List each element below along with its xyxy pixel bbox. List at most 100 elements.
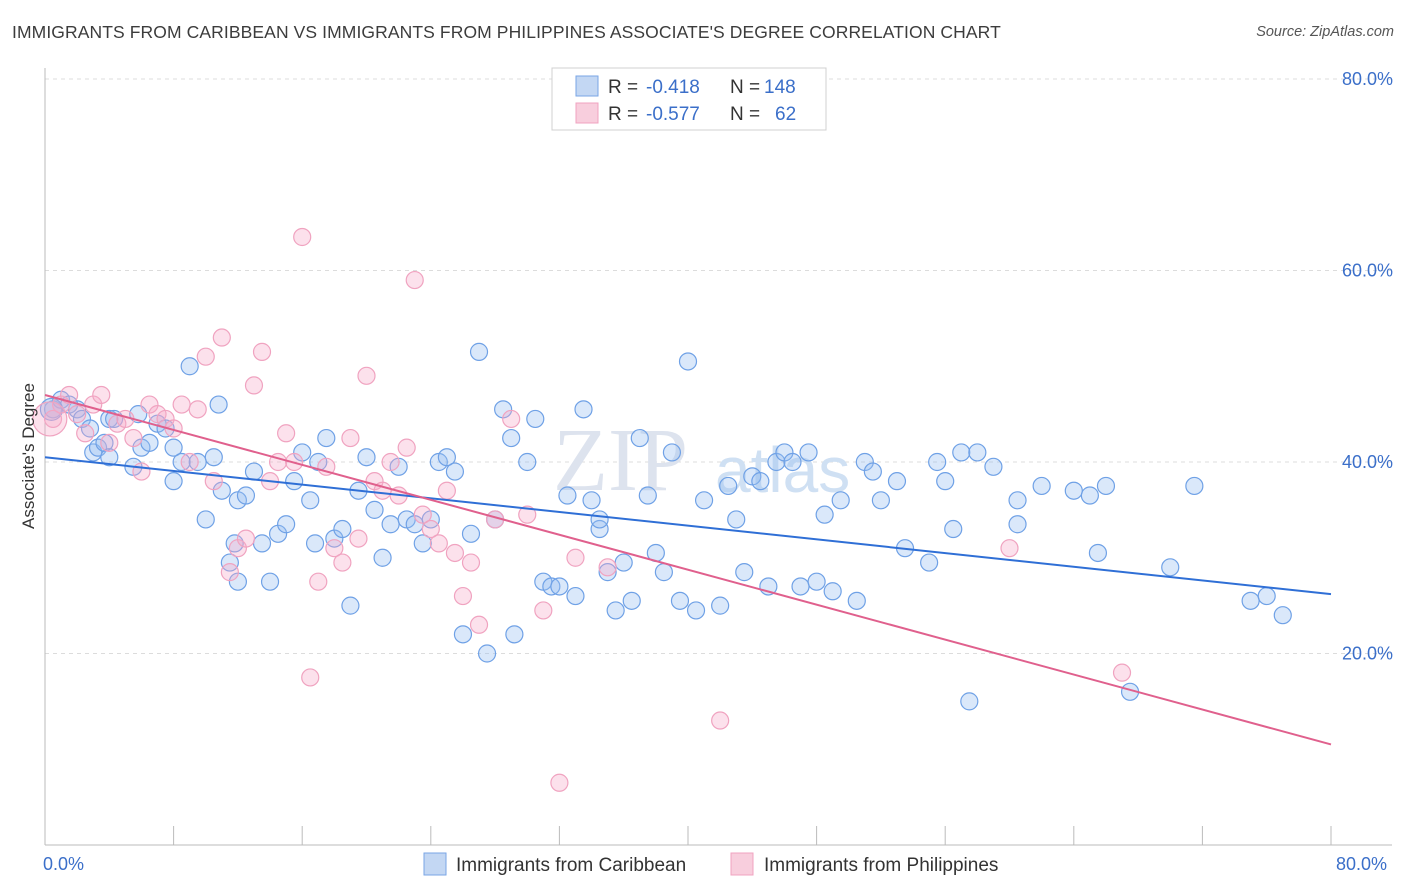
point-caribbean-106 (831, 491, 850, 510)
point-caribbean-34 (260, 572, 280, 591)
point-philippines-35 (325, 539, 344, 558)
y-tick-label-3: 80.0% (1342, 69, 1393, 89)
point-caribbean-130 (1241, 591, 1260, 610)
point-caribbean-33 (252, 534, 272, 553)
point-philippines-4 (76, 424, 95, 443)
y-tick-label-2: 60.0% (1342, 261, 1393, 281)
point-caribbean-36 (277, 515, 296, 534)
point-caribbean-122 (1032, 476, 1051, 496)
point-caribbean-85 (654, 563, 673, 582)
point-caribbean-23 (196, 510, 215, 529)
point-philippines-60 (598, 558, 617, 577)
point-philippines-53 (469, 615, 489, 634)
point-caribbean-91 (711, 596, 730, 615)
point-caribbean-124 (1080, 486, 1099, 505)
point-caribbean-37 (285, 472, 304, 491)
point-caribbean-57 (437, 448, 456, 467)
axes (44, 68, 1392, 846)
point-caribbean-121 (1008, 515, 1027, 534)
point-caribbean-65 (502, 428, 521, 448)
point-caribbean-102 (799, 443, 818, 462)
point-caribbean-105 (823, 582, 842, 601)
point-philippines-3 (68, 405, 87, 424)
point-caribbean-132 (1273, 606, 1292, 625)
point-caribbean-61 (469, 342, 489, 361)
point-philippines-22 (220, 563, 239, 582)
point-caribbean-76 (590, 519, 609, 539)
point-caribbean-66 (505, 625, 524, 644)
chart-source: Source: ZipAtlas.com (1256, 24, 1394, 40)
point-caribbean-100 (783, 452, 802, 472)
point-philippines-48 (429, 534, 448, 553)
point-philippines-29 (277, 424, 296, 443)
point-caribbean-82 (630, 428, 649, 448)
point-philippines-large (32, 401, 68, 437)
grid-lines (45, 78, 1392, 654)
point-caribbean-74 (574, 400, 593, 419)
point-caribbean-126 (1096, 476, 1116, 496)
point-philippines-19 (196, 347, 215, 366)
point-philippines-37 (341, 428, 360, 448)
point-caribbean-120 (1008, 491, 1027, 510)
point-philippines-21 (212, 328, 231, 347)
point-caribbean-25 (209, 395, 228, 414)
point-caribbean-48 (365, 500, 384, 519)
legend-n-value-1: 148 (764, 77, 796, 98)
point-caribbean-111 (887, 472, 907, 491)
point-caribbean-133 (960, 692, 979, 711)
point-philippines-11 (132, 462, 151, 481)
watermark-atlas: atlas (715, 434, 850, 506)
point-caribbean-79 (606, 601, 625, 620)
point-philippines-38 (349, 529, 368, 548)
point-caribbean-113 (920, 553, 939, 572)
point-caribbean-9 (100, 448, 119, 467)
point-philippines-46 (413, 505, 432, 524)
series-philippines (32, 227, 1132, 792)
point-caribbean-8 (95, 433, 114, 452)
point-caribbean-107 (847, 591, 866, 610)
point-philippines-42 (381, 452, 400, 472)
point-caribbean-118 (968, 443, 987, 462)
point-caribbean-87 (670, 591, 690, 610)
point-caribbean-15 (140, 433, 159, 452)
point-caribbean-60 (461, 524, 481, 543)
point-caribbean-80 (614, 553, 633, 572)
point-caribbean-109 (863, 462, 882, 481)
point-caribbean-27 (220, 553, 239, 572)
point-caribbean-67 (518, 452, 537, 472)
legend-n-value-2: 62 (775, 104, 796, 125)
point-caribbean-96 (751, 472, 770, 491)
point-philippines-51 (453, 586, 473, 606)
point-caribbean-103 (807, 572, 826, 591)
point-caribbean-94 (735, 563, 754, 582)
legend-series: Immigrants from Caribbean Immigrants fro… (423, 852, 998, 876)
point-philippines-26 (252, 342, 272, 361)
point-caribbean-19 (164, 472, 183, 491)
point-caribbean-24 (204, 448, 223, 467)
point-philippines-52 (461, 553, 481, 572)
y-tick-label-1: 40.0% (1342, 452, 1393, 472)
point-philippines-7 (100, 433, 119, 452)
point-caribbean-93 (727, 510, 746, 529)
point-caribbean-83 (638, 486, 657, 505)
point-caribbean-54 (413, 534, 432, 553)
point-caribbean-18 (164, 438, 183, 457)
point-caribbean-62 (477, 644, 497, 663)
point-philippines-62 (1000, 539, 1019, 558)
point-philippines-56 (518, 505, 537, 524)
point-philippines-45 (405, 270, 424, 290)
point-caribbean-86 (662, 443, 682, 462)
point-caribbean-32 (244, 462, 264, 481)
point-philippines-20 (204, 472, 223, 491)
point-caribbean-71 (550, 577, 569, 596)
point-caribbean-21 (180, 357, 199, 376)
y-tick-labels: 20.0% 40.0% 60.0% 80.0% (1342, 69, 1393, 664)
point-caribbean-129 (1185, 476, 1204, 496)
legend-r-label-1: R = (608, 77, 638, 98)
point-philippines-0 (43, 409, 63, 429)
point-caribbean-101 (791, 577, 810, 596)
point-caribbean-50 (381, 515, 400, 534)
point-philippines-25 (244, 376, 264, 395)
point-caribbean-39 (301, 491, 320, 510)
